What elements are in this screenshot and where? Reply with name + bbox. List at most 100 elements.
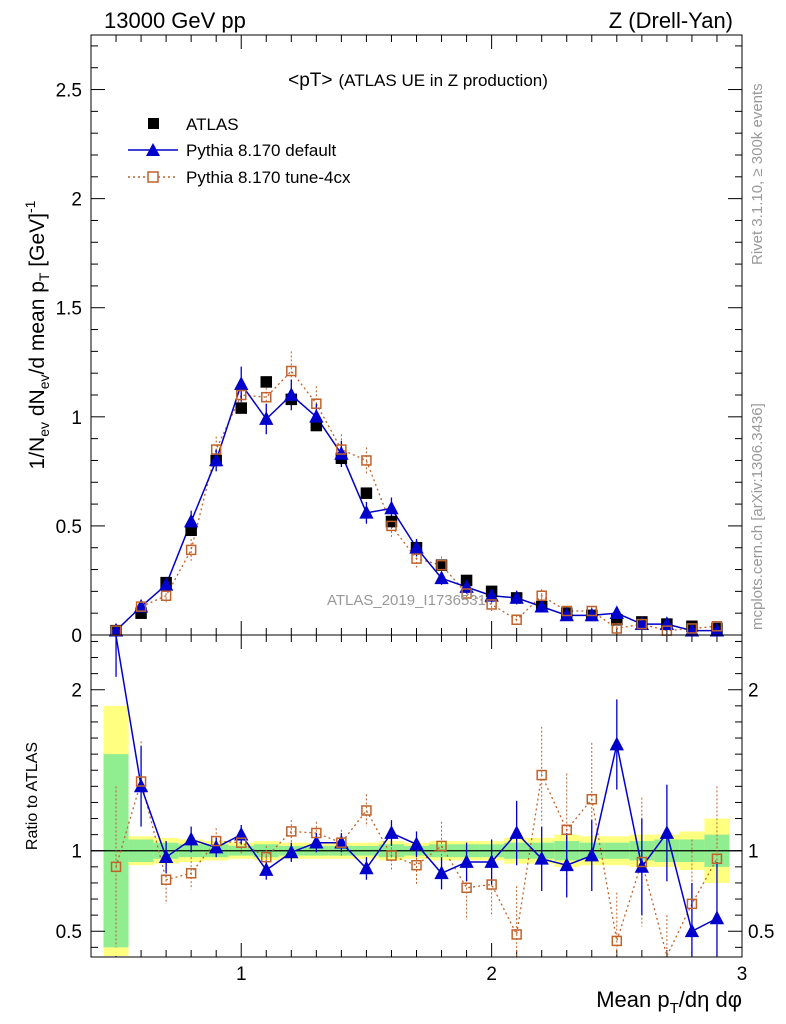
ratio-tune-point bbox=[261, 851, 272, 863]
ratio-default-point bbox=[684, 923, 700, 938]
main-y-tick-label: 1.5 bbox=[56, 299, 82, 320]
tune-data-point bbox=[511, 614, 522, 625]
ratio-tune-point bbox=[235, 837, 247, 848]
ratio-tune-point bbox=[336, 837, 347, 848]
ratio-tune-point bbox=[311, 827, 322, 839]
tune-data-point bbox=[711, 621, 723, 632]
main-y-tick-label: 0 bbox=[71, 626, 82, 647]
tune-data-point bbox=[461, 588, 472, 599]
rivet-label: Rivet 3.1.10, ≥ 300k events bbox=[749, 83, 766, 265]
legend-marker-default bbox=[146, 143, 160, 156]
default-data-point bbox=[133, 598, 149, 613]
default-data-point bbox=[484, 587, 499, 602]
ratio-tune-point bbox=[361, 805, 372, 816]
main-title: <pT> (ATLAS UE in Z production) bbox=[288, 70, 548, 91]
tune-data-point bbox=[261, 391, 272, 403]
ratio-tune-point bbox=[286, 826, 297, 837]
tune-data-point bbox=[135, 601, 147, 612]
atlas-data-point bbox=[235, 402, 247, 414]
tune-data-point bbox=[611, 623, 623, 634]
legend-label-tune: Pythia 8.170 tune-4cx bbox=[186, 168, 351, 187]
ratio-tune-line bbox=[115, 772, 718, 958]
ratio-frame bbox=[90, 634, 743, 958]
default-data-point bbox=[334, 446, 349, 460]
tune-data-point bbox=[311, 398, 322, 409]
ratio-tune-point bbox=[611, 935, 623, 947]
ratio-default-point bbox=[534, 850, 549, 865]
default-data-point bbox=[158, 577, 174, 591]
ratio-default-point bbox=[659, 825, 675, 839]
ratio-tune-point bbox=[185, 868, 197, 879]
ratio-tune-point bbox=[586, 793, 598, 805]
ratio-default-line bbox=[115, 635, 718, 933]
ratio-default-point bbox=[409, 836, 424, 851]
tune-data-point bbox=[436, 559, 447, 571]
analysis-watermark: ATLAS_2019_I1736531 bbox=[327, 592, 486, 609]
ratio-tune-point bbox=[135, 776, 147, 787]
ratio-tune-point bbox=[160, 874, 172, 885]
ratio-y-tick-label-right: 2 bbox=[748, 681, 759, 702]
ratio-default-point bbox=[259, 862, 274, 876]
ratio-default-point bbox=[158, 849, 174, 864]
x-tick-label: 2 bbox=[486, 964, 497, 985]
tune-data-point bbox=[536, 590, 547, 601]
tune-data-point bbox=[286, 365, 297, 377]
main-y-tick-label: 2 bbox=[71, 190, 82, 211]
ratio-default-point bbox=[284, 844, 299, 859]
tune-data-point bbox=[586, 605, 598, 617]
ratio-y-axis-label: Ratio to ATLAS bbox=[24, 742, 41, 850]
default-data-point bbox=[509, 590, 524, 604]
ratio-y-tick-label: 2 bbox=[71, 681, 82, 702]
ratio-tune-point bbox=[386, 850, 397, 861]
ratio-y-tick-label-right: 0.5 bbox=[748, 922, 774, 943]
ratio-default-point bbox=[459, 854, 474, 868]
ratio-default-point bbox=[484, 854, 499, 868]
ratio-y-tick-label: 1 bbox=[71, 842, 82, 863]
mcplots-label: mcplots.cern.ch [arXiv:1306.3436] bbox=[749, 403, 766, 630]
ratio-y-tick-label: 0.5 bbox=[56, 922, 82, 943]
ratio-tune-point bbox=[461, 882, 472, 894]
ratio-default-point bbox=[559, 857, 574, 872]
legend-label-default: Pythia 8.170 default bbox=[186, 141, 337, 160]
x-axis-label: Mean pT/dη dφ bbox=[596, 987, 742, 1017]
ratio-default-point bbox=[184, 831, 199, 846]
legend: ATLAS Pythia 8.170 default Pythia 8.170 … bbox=[128, 115, 351, 187]
main-y-axis-label: 1/Nev dNev/d mean pT [GeV]-1 bbox=[22, 200, 52, 469]
default-data-point bbox=[409, 539, 424, 554]
ratio-default-point bbox=[359, 860, 374, 875]
tune-data-point bbox=[160, 590, 172, 601]
default-data-point bbox=[634, 616, 649, 630]
ratio-tune-point bbox=[636, 856, 648, 868]
default-data-point bbox=[108, 622, 124, 637]
default-data-point bbox=[309, 409, 324, 423]
ratio-default-point bbox=[334, 834, 349, 849]
default-data-point bbox=[209, 452, 224, 467]
tune-series-line bbox=[115, 370, 718, 632]
main-y-tick-label: 2.5 bbox=[56, 81, 82, 102]
energy-label: 13000 GeV pp bbox=[104, 8, 246, 33]
default-data-point bbox=[534, 598, 549, 613]
ratio-default-point bbox=[209, 839, 224, 854]
main-y-tick-label: 0.5 bbox=[56, 517, 82, 538]
legend-marker-atlas bbox=[148, 118, 159, 129]
atlas-data-point bbox=[260, 376, 273, 388]
legend-marker-tune bbox=[147, 171, 159, 183]
atlas-data-point bbox=[435, 559, 448, 571]
default-data-point bbox=[384, 500, 399, 515]
ratio-default-point bbox=[609, 736, 624, 751]
ratio-default-point bbox=[509, 825, 524, 839]
tune-data-point bbox=[636, 618, 648, 630]
x-tick-label: 3 bbox=[737, 964, 748, 985]
tune-data-point bbox=[411, 553, 422, 564]
legend-label-atlas: ATLAS bbox=[186, 115, 239, 134]
default-data-point bbox=[234, 376, 249, 390]
ratio-tune-point bbox=[486, 879, 497, 890]
ratio-tune-point bbox=[110, 861, 122, 873]
default-data-point bbox=[259, 411, 274, 425]
ratio-default-point bbox=[309, 834, 324, 849]
default-data-point bbox=[434, 570, 449, 585]
ratio-tune-point bbox=[686, 898, 698, 910]
tune-data-point bbox=[185, 544, 197, 556]
ratio-tune-point bbox=[436, 840, 447, 852]
